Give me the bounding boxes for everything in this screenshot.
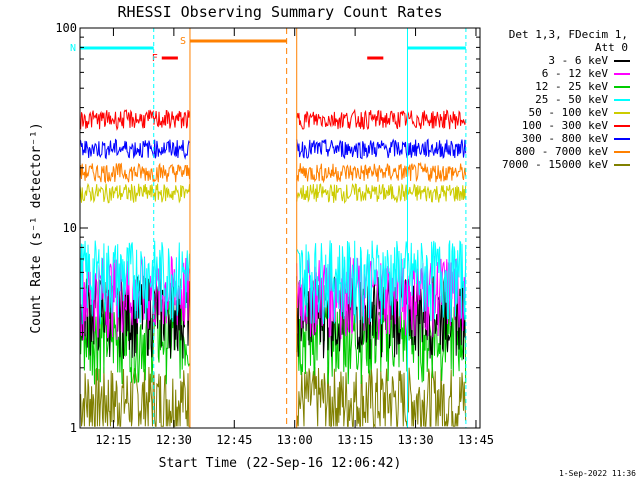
series-7000-15000-kev — [79, 366, 467, 429]
flag-label-s: S — [180, 36, 186, 47]
legend-swatch — [614, 137, 630, 140]
legend-entry: 6 - 12 keV — [470, 67, 630, 80]
legend-swatch — [614, 163, 630, 166]
legend-entry: 3 - 6 keV — [470, 54, 630, 67]
y-tick-label: 100 — [55, 21, 77, 35]
flag-label-f: F — [152, 53, 158, 64]
legend-entry: 800 - 7000 keV — [470, 145, 630, 158]
legend-swatch — [614, 72, 630, 75]
legend-entry: 7000 - 15000 keV — [470, 158, 630, 171]
legend-entry: 100 - 300 keV — [470, 119, 630, 132]
y-tick-label: 1 — [70, 421, 77, 435]
chart-title: RHESSI Observing Summary Count Rates — [117, 3, 442, 21]
y-axis-label: Count Rate (s⁻¹ detector⁻¹) — [29, 122, 44, 333]
legend: Det 1,3, FDecim 1, Att 0 3 - 6 keV 6 - 12… — [470, 28, 630, 171]
footer-timestamp: 1-Sep-2022 11:36 — [558, 469, 636, 478]
legend-swatch — [614, 59, 630, 62]
legend-entry: 50 - 100 keV — [470, 106, 630, 119]
legend-entry-label: 50 - 100 keV — [528, 106, 608, 119]
legend-swatch — [614, 111, 630, 114]
series-100-300-kev — [79, 108, 467, 131]
legend-entry-label: 12 - 25 keV — [535, 80, 608, 93]
x-tick-label: 12:45 — [216, 433, 252, 447]
series-trace — [79, 162, 190, 184]
series-trace — [296, 138, 467, 160]
flag-label-n: N — [70, 43, 76, 54]
y-tick-label: 10 — [63, 221, 77, 235]
plot-frame — [79, 27, 481, 429]
legend-entry-label: 7000 - 15000 keV — [502, 158, 608, 171]
series-trace — [79, 366, 190, 427]
series-trace — [79, 182, 190, 204]
series-trace — [79, 275, 190, 359]
legend-swatch — [614, 85, 630, 88]
series-trace — [79, 109, 190, 131]
legend-entry-label: 300 - 800 keV — [521, 132, 608, 145]
series-trace — [296, 161, 467, 184]
legend-swatch — [614, 124, 630, 127]
x-axis-label: Start Time (22-Sep-16 12:06:42) — [159, 456, 402, 471]
legend-entry: 12 - 25 keV — [470, 80, 630, 93]
legend-entry: 25 - 50 keV — [470, 93, 630, 106]
plot-area: F N S 12:15 12:30 12:45 13:00 13:15 13:30 13:45 1 1… — [55, 21, 494, 447]
legend-entry-label: 6 - 12 keV — [541, 67, 608, 80]
series-trace — [79, 138, 190, 160]
legend-swatch — [614, 98, 630, 101]
x-tick-label: 12:15 — [95, 433, 131, 447]
series-25-50-kev — [79, 240, 467, 325]
legend-entry-label: 25 - 50 keV — [535, 93, 608, 106]
series-trace — [296, 366, 467, 429]
x-tick-label: 13:45 — [458, 433, 494, 447]
legend-entry-label: 100 - 300 keV — [521, 119, 608, 132]
series-50-100-kev — [79, 182, 467, 205]
series-trace — [79, 240, 190, 325]
legend-entry: 300 - 800 keV — [470, 132, 630, 145]
x-tick-label: 13:00 — [277, 433, 313, 447]
series-trace — [296, 240, 467, 325]
series-800-7000-kev — [79, 161, 467, 184]
x-tick-label: 12:30 — [156, 433, 192, 447]
legend-swatch — [614, 150, 630, 153]
x-tick-label: 13:15 — [337, 433, 373, 447]
legend-header-line-1: Det 1,3, FDecim 1, — [508, 28, 628, 41]
legend-header-line-2: Att 0 — [594, 41, 628, 54]
series-300-800-kev — [79, 138, 467, 160]
legend-entry-label: 800 - 7000 keV — [515, 145, 608, 158]
series-trace — [296, 108, 467, 131]
x-tick-label: 13:30 — [397, 433, 433, 447]
legend-entry-label: 3 - 6 keV — [548, 54, 608, 67]
series-trace — [296, 183, 467, 205]
